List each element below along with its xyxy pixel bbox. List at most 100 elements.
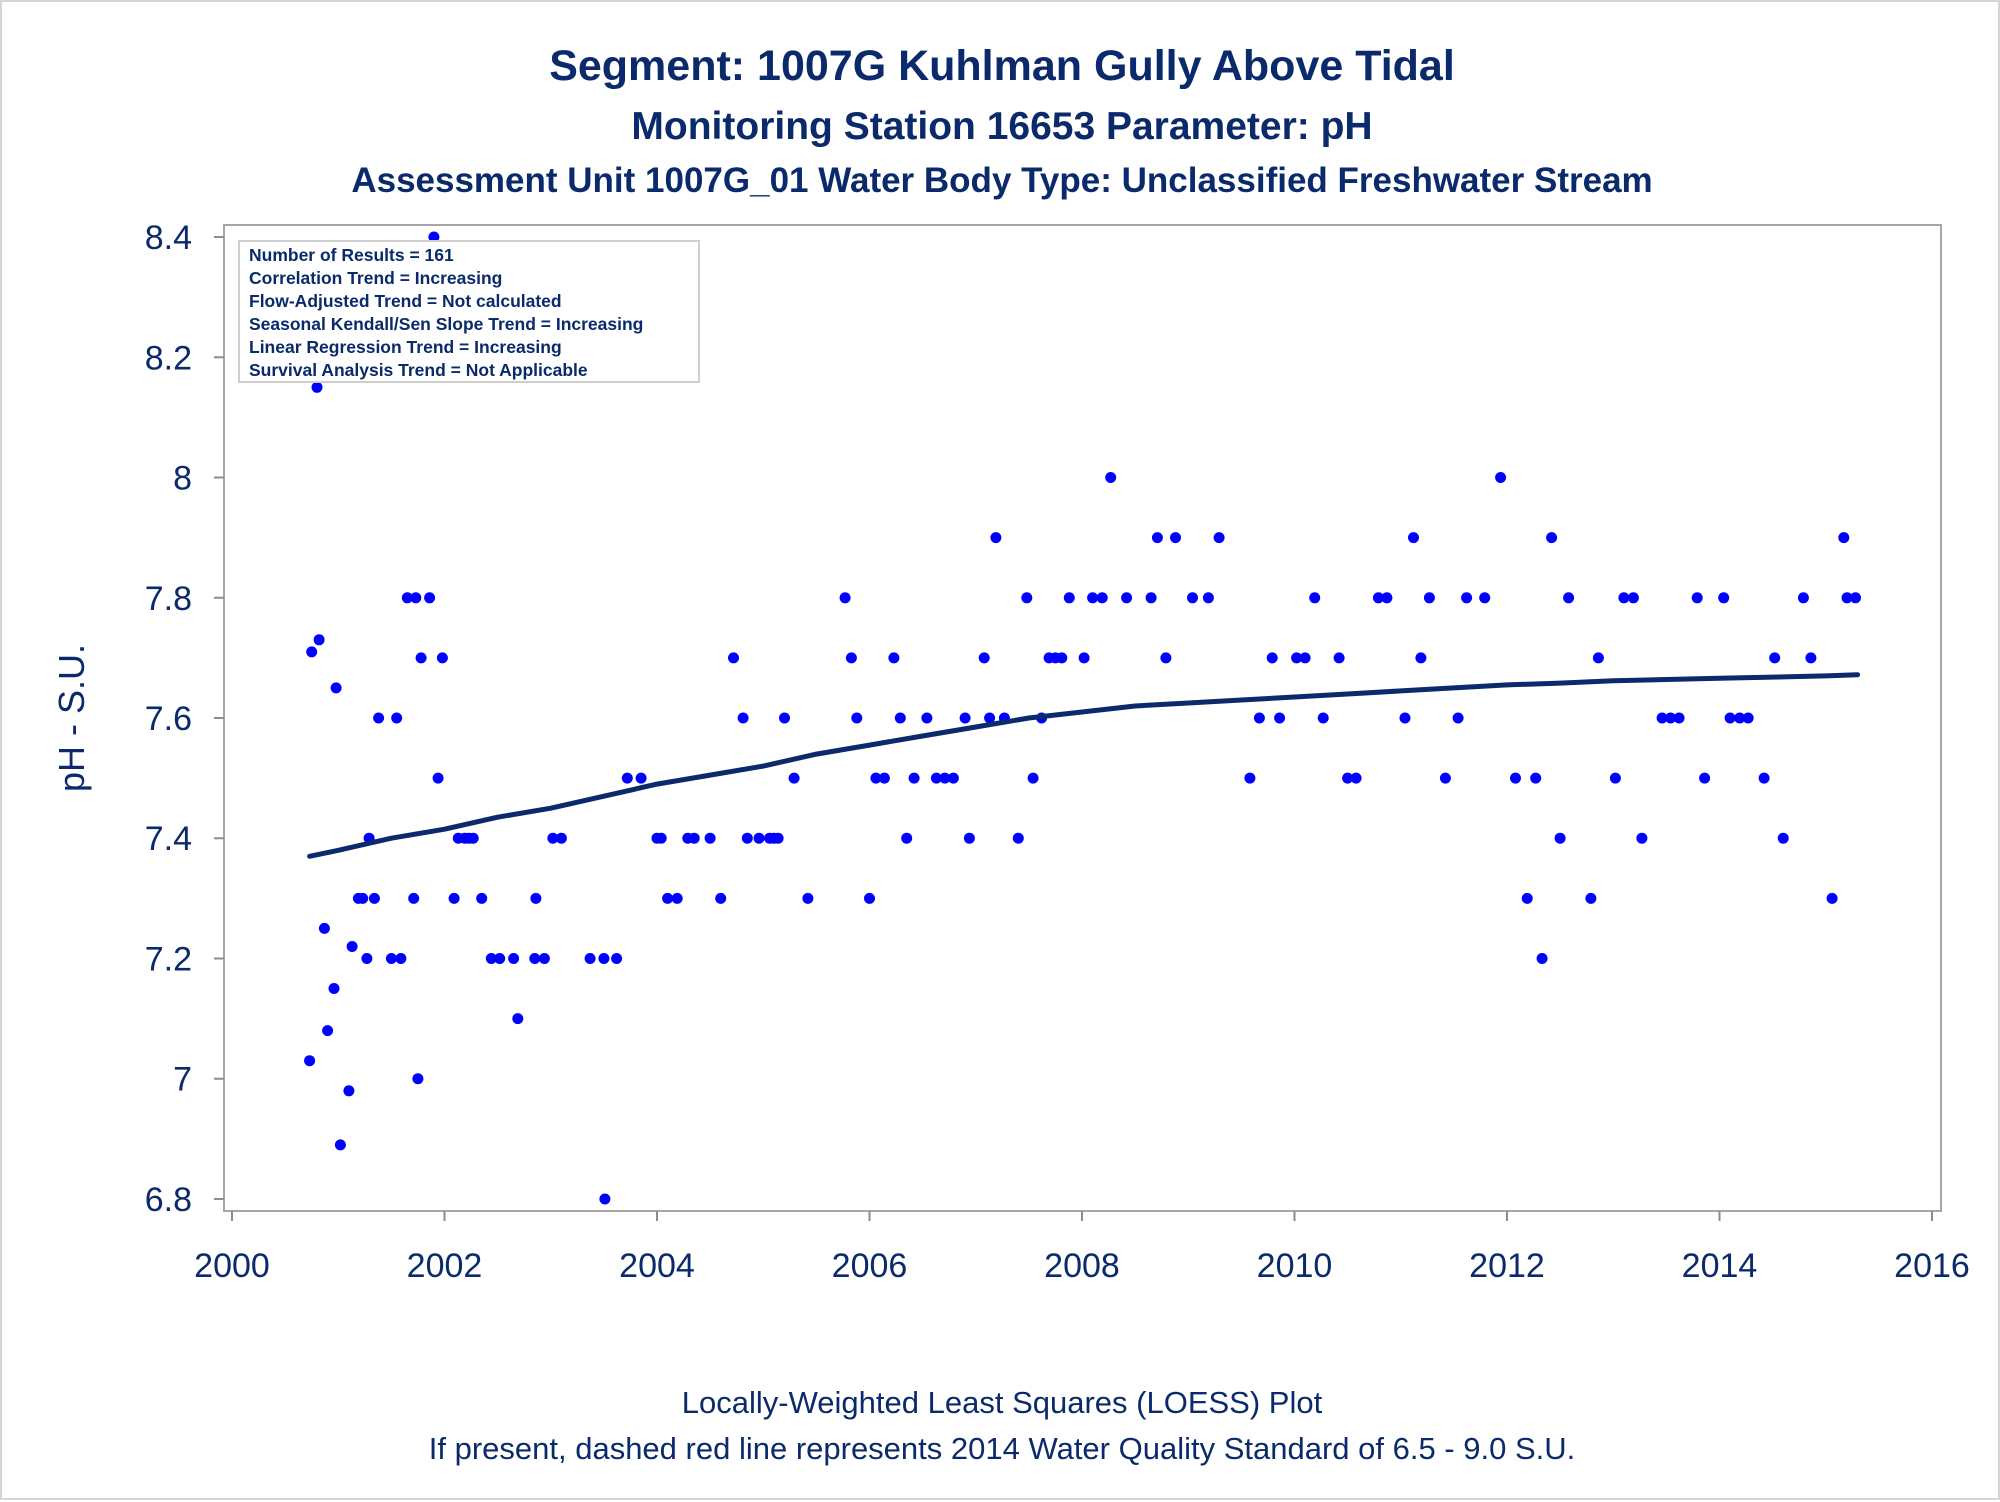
data-point	[1461, 592, 1473, 604]
data-point	[1021, 592, 1033, 604]
data-point	[401, 592, 413, 604]
data-point	[864, 892, 875, 904]
x-tick-label: 2014	[1682, 1247, 1758, 1285]
data-point	[1170, 532, 1181, 544]
data-point	[779, 712, 790, 724]
data-point	[1627, 592, 1639, 604]
data-point	[1291, 652, 1303, 664]
data-point	[1423, 592, 1435, 604]
data-point	[870, 772, 882, 784]
data-point	[357, 892, 369, 904]
data-point	[1510, 772, 1521, 784]
data-point	[361, 953, 373, 964]
data-point	[1439, 772, 1451, 784]
data-point	[547, 832, 559, 844]
data-point	[1415, 652, 1427, 664]
data-point	[304, 1055, 316, 1067]
x-tick-label: 2010	[1257, 1247, 1333, 1285]
data-point	[1636, 832, 1648, 844]
data-point	[306, 646, 318, 658]
y-tick-label: 8.4	[145, 219, 192, 257]
data-point	[939, 772, 951, 784]
data-point	[391, 712, 403, 724]
data-point	[428, 231, 440, 243]
data-point	[395, 953, 407, 964]
y-tick-label: 8	[173, 460, 192, 498]
data-point	[1063, 592, 1075, 604]
data-point	[343, 1085, 355, 1097]
data-point	[621, 772, 633, 784]
data-point	[963, 832, 975, 844]
data-point	[1495, 472, 1507, 483]
data-point	[328, 983, 340, 994]
data-point	[959, 712, 971, 724]
stats-line: Survival Analysis Trend = Not Applicable	[249, 360, 588, 380]
data-point	[611, 953, 623, 964]
data-point	[635, 772, 647, 784]
data-point	[921, 712, 933, 724]
stats-line: Number of Results = 161	[249, 245, 454, 265]
data-point	[1121, 592, 1133, 604]
data-point	[1381, 592, 1393, 604]
data-point	[1656, 712, 1668, 724]
data-point	[494, 953, 506, 964]
data-point	[894, 712, 906, 724]
y-tick-label: 7	[173, 1061, 192, 1099]
data-point	[1841, 592, 1853, 604]
data-point	[1758, 772, 1770, 784]
x-axis: 2000 2002 2004 2006 2008 2010 2012 2014 2016	[194, 1211, 1970, 1285]
data-point	[1350, 772, 1362, 784]
data-point	[1213, 532, 1225, 544]
x-tick-label: 2012	[1469, 1247, 1545, 1285]
data-point	[704, 832, 716, 844]
data-point	[888, 652, 900, 664]
data-point	[737, 712, 749, 724]
data-point	[1105, 472, 1117, 483]
data-point	[1592, 652, 1604, 664]
series-layer	[304, 231, 1861, 1205]
data-point	[878, 772, 890, 784]
x-tick-label: 2002	[407, 1247, 483, 1285]
y-tick-label: 7.4	[145, 820, 192, 858]
data-point	[753, 832, 765, 844]
data-point	[555, 832, 567, 844]
data-point	[1317, 712, 1329, 724]
data-point	[1563, 592, 1575, 604]
stats-line: Correlation Trend = Increasing	[249, 268, 502, 288]
data-point	[1244, 772, 1256, 784]
data-point	[1078, 652, 1090, 664]
data-point	[1160, 652, 1172, 664]
data-point	[1408, 532, 1419, 544]
data-point	[947, 772, 959, 784]
data-point	[662, 892, 674, 904]
data-point	[1546, 532, 1558, 544]
stats-box-frame	[238, 240, 700, 383]
data-point	[788, 772, 800, 784]
data-point	[1777, 832, 1789, 844]
y-tick-label: 8.2	[145, 339, 192, 377]
data-point	[1333, 652, 1345, 664]
x-tick-label: 2004	[619, 1247, 695, 1285]
data-point	[1202, 592, 1214, 604]
data-point	[415, 652, 427, 664]
data-point	[741, 832, 753, 844]
data-point	[1012, 832, 1024, 844]
data-point	[1609, 772, 1621, 784]
data-point	[1027, 772, 1039, 784]
data-point	[1724, 712, 1736, 724]
data-point	[1151, 532, 1163, 544]
data-point	[901, 832, 913, 844]
data-point	[1309, 592, 1321, 604]
stats-line: Seasonal Kendall/Sen Slope Trend = Incre…	[249, 314, 643, 334]
data-point	[599, 1193, 611, 1205]
data-point	[851, 712, 863, 724]
data-point	[715, 892, 727, 904]
data-point	[1145, 592, 1157, 604]
data-point	[772, 832, 784, 844]
data-point	[1187, 592, 1198, 604]
data-point	[1826, 892, 1838, 904]
data-point	[318, 922, 330, 934]
x-tick-label: 2006	[832, 1247, 908, 1285]
